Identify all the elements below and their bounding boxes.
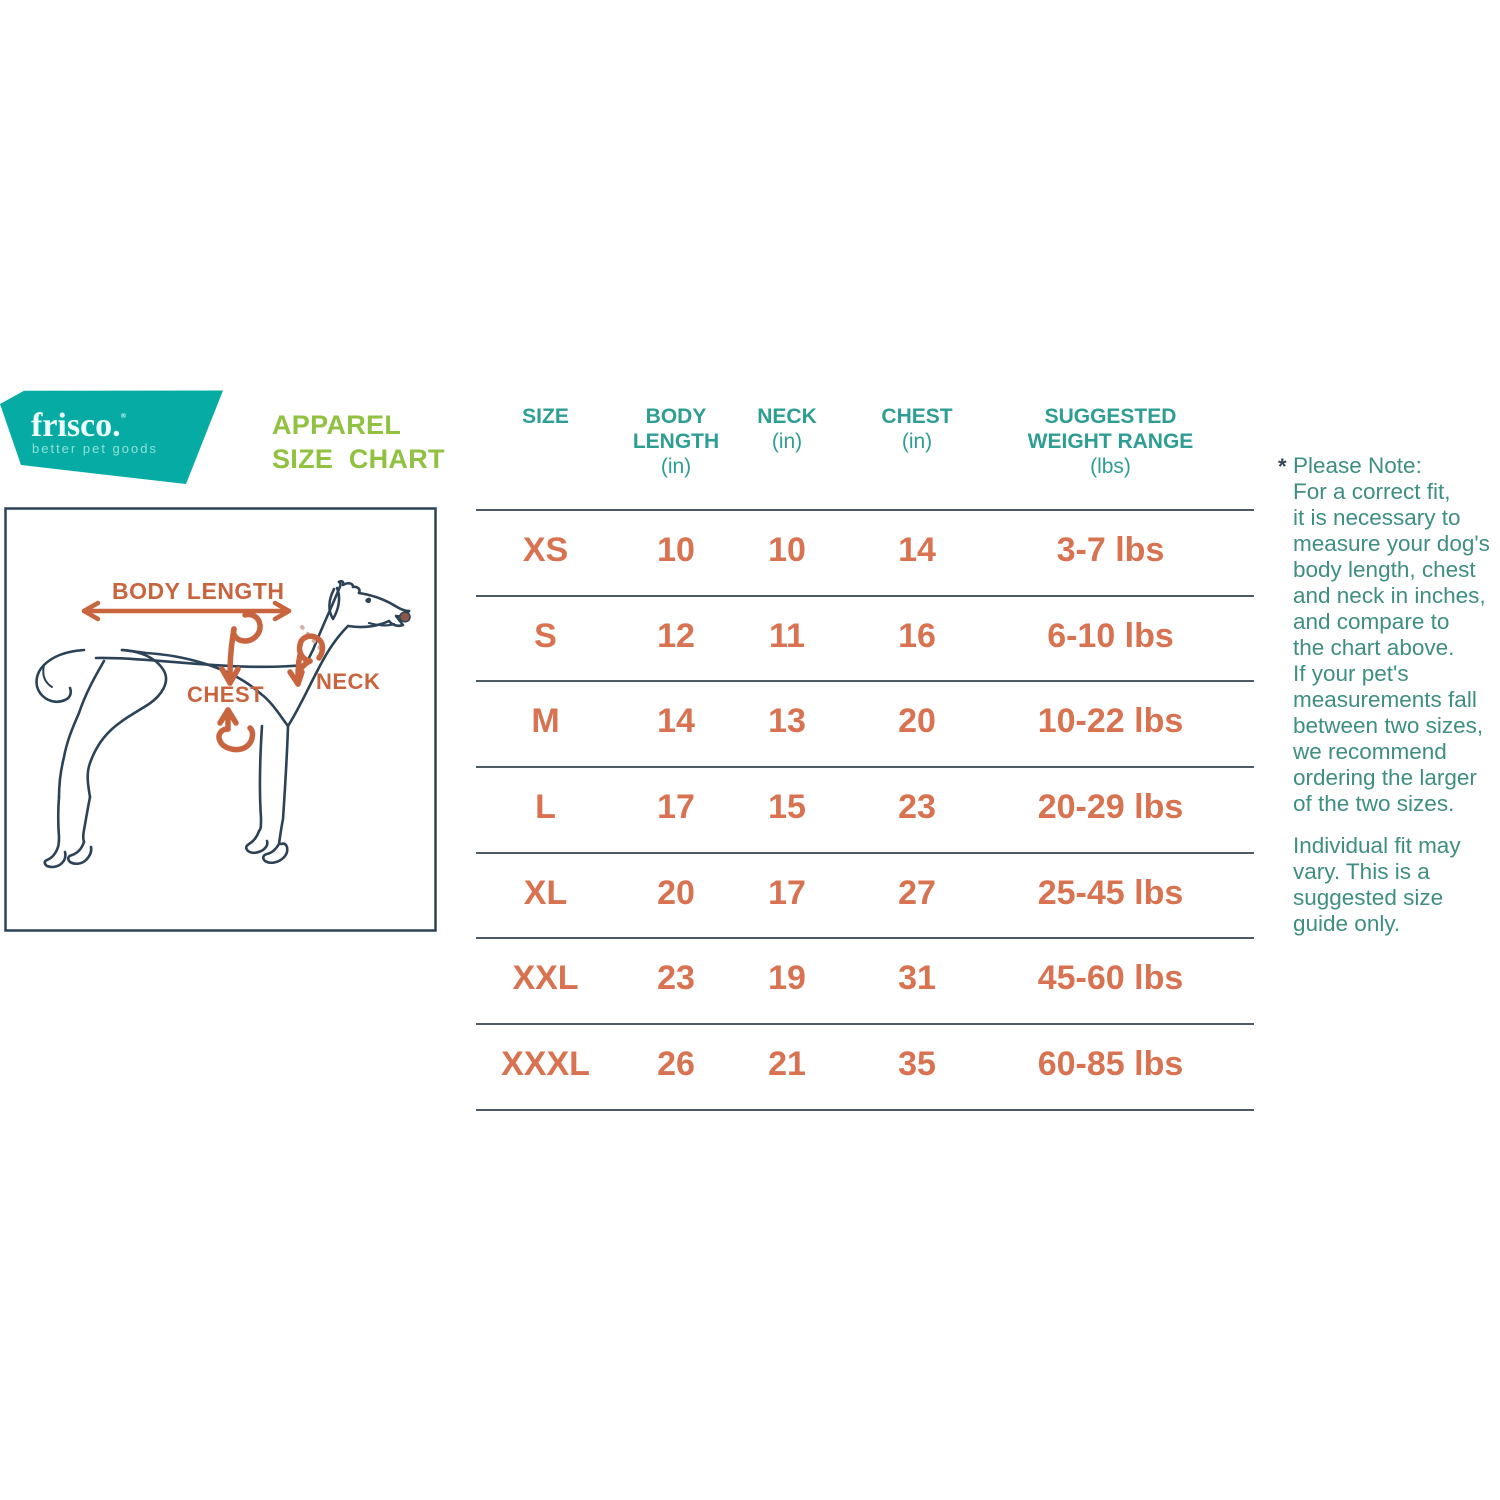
svg-text:NECK: NECK	[316, 669, 380, 694]
svg-text:better pet goods: better pet goods	[32, 441, 158, 456]
svg-text:frisco.®: frisco.®	[31, 407, 127, 444]
svg-text:CHEST: CHEST	[187, 682, 264, 707]
svg-text:BODY LENGTH: BODY LENGTH	[112, 578, 284, 604]
